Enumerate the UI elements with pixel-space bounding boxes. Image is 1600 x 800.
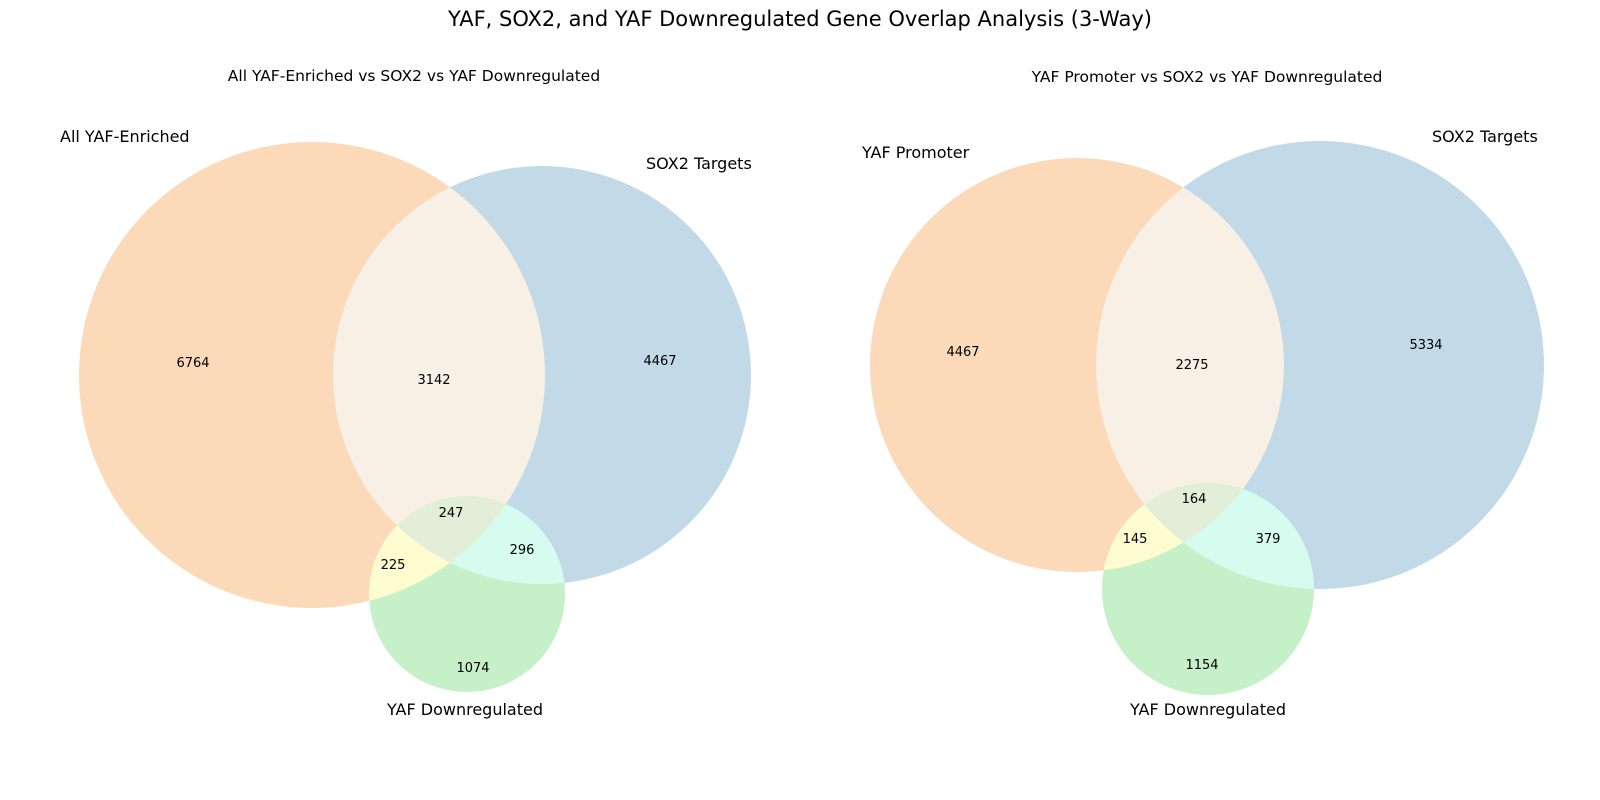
- count-bc-only: 379: [1256, 532, 1281, 547]
- overlap-ab: [1096, 158, 1284, 572]
- count-bc-only: 296: [510, 543, 535, 558]
- set-a-label: YAF Promoter: [861, 143, 970, 162]
- count-a-only: 4467: [946, 345, 979, 360]
- overlap-ab: [333, 166, 545, 584]
- set-c-label: YAF Downregulated: [386, 700, 543, 719]
- count-abc: 164: [1182, 492, 1207, 507]
- count-ab-only: 3142: [417, 373, 450, 388]
- count-b-only: 5334: [1409, 338, 1442, 353]
- count-c-only: 1154: [1185, 658, 1218, 673]
- count-c-only: 1074: [456, 661, 489, 676]
- panel-1-title: All YAF-Enriched vs SOX2 vs YAF Downregu…: [228, 67, 600, 85]
- count-abc: 247: [439, 506, 464, 521]
- figure-title: YAF, SOX2, and YAF Downregulated Gene Ov…: [447, 7, 1152, 31]
- count-ab-only: 2275: [1175, 358, 1208, 373]
- count-ac-only: 225: [381, 558, 406, 573]
- count-a-only: 6764: [176, 356, 209, 371]
- set-a-label: All YAF-Enriched: [60, 127, 190, 146]
- count-b-only: 4467: [643, 354, 676, 369]
- panel-2-title: YAF Promoter vs SOX2 vs YAF Downregulate…: [1031, 68, 1383, 86]
- set-b-label: SOX2 Targets: [1432, 127, 1538, 146]
- count-ac-only: 145: [1123, 532, 1148, 547]
- set-b-label: SOX2 Targets: [646, 154, 752, 173]
- venn-panel-2: YAF Promoter vs SOX2 vs YAF Downregulate…: [861, 68, 1544, 719]
- set-c-label: YAF Downregulated: [1129, 700, 1286, 719]
- venn-panel-1: All YAF-Enriched vs SOX2 vs YAF Downregu…: [60, 67, 752, 719]
